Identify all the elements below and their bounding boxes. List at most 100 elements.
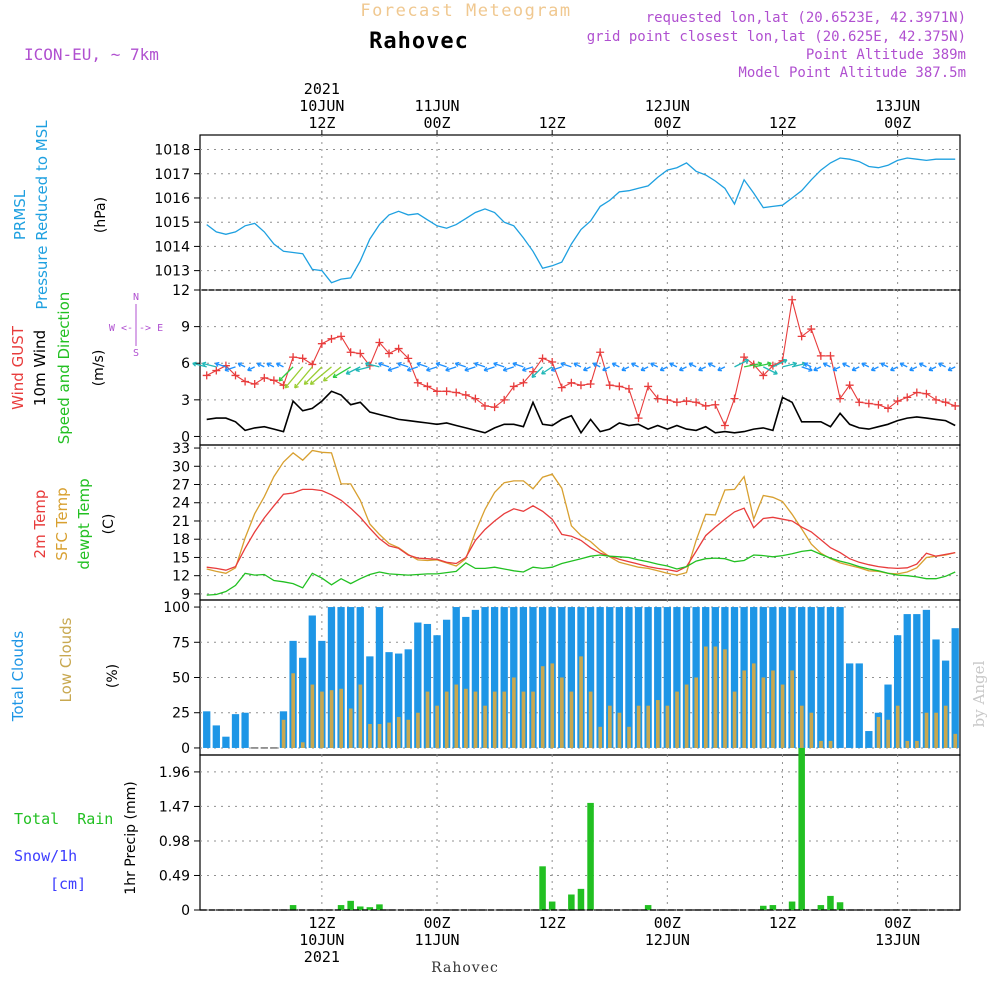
gust-point (567, 378, 576, 387)
low-cloud-bar (675, 691, 679, 748)
gust-point (692, 398, 701, 407)
gust-point (471, 394, 480, 403)
wind-arrow-shaft (224, 366, 236, 372)
wind-arrow-head (474, 361, 479, 367)
wind-arrow-shaft (861, 362, 870, 368)
wind-arrow-shaft (772, 359, 788, 368)
low-cloud-bar (742, 670, 747, 748)
total-cloud-bar (366, 656, 374, 748)
gust-point (260, 373, 269, 382)
wind-arrow-shaft (803, 362, 812, 368)
low-cloud-bar (473, 691, 478, 748)
wind10-label: 10m Wind (31, 330, 49, 406)
wind-gust-label: Wind GUST (9, 325, 27, 410)
gust-point (893, 397, 902, 406)
wind-arrow-shaft (355, 366, 371, 372)
low-cloud-bar (771, 670, 775, 748)
low-cloud-bar (723, 649, 727, 748)
bottom-time-label: 2021 (304, 948, 340, 966)
total-cloud-bar (423, 623, 432, 748)
wind-arrow-shaft (909, 366, 918, 371)
ytick-label: 33 (172, 441, 190, 457)
dewpt-line (206, 549, 956, 596)
wind-arrow-shaft (493, 362, 505, 368)
wind-arrow-head (483, 366, 489, 372)
wind-arrow-head (309, 380, 315, 386)
total-cloud-bar (337, 607, 345, 748)
wind-arrow-head (364, 361, 370, 367)
gust-point (672, 398, 681, 407)
total-cloud-bar (347, 607, 355, 748)
wind-arrow-shaft (832, 366, 841, 371)
top-time-label: 00Z (423, 114, 450, 132)
wind-arrow-head (278, 376, 284, 382)
t2m-label: 2m Temp (31, 490, 49, 559)
wind-arrow-head (611, 362, 617, 368)
wind-arrow-shaft (621, 366, 630, 371)
gust-point (509, 382, 518, 391)
low-cloud-bar (895, 705, 900, 748)
total-cloud-bar (231, 714, 240, 748)
wind-arrow-shaft (688, 362, 697, 368)
wind-arrow-shaft (919, 362, 927, 368)
snow-label: Snow/1h (14, 847, 77, 865)
wind-arrow-head (284, 383, 290, 389)
rain-bar (788, 901, 796, 910)
wind-arrow-shaft (871, 366, 879, 371)
gust-point (557, 383, 566, 392)
gust-point (663, 395, 672, 404)
wind-arrow-shaft (215, 362, 227, 368)
low-cloud-bar (435, 705, 439, 748)
wind-arrow-shaft (947, 366, 956, 371)
wind-arrow-head (782, 358, 788, 364)
bottom-time-label: 12Z (539, 914, 566, 932)
low-cloud-bar (915, 740, 919, 748)
low-cloud-bar (876, 716, 881, 748)
ytick-label: 18 (172, 532, 190, 548)
rain-bar (827, 895, 834, 910)
low-cloud-bar (444, 691, 449, 748)
ytick-label: 15 (172, 550, 190, 566)
gust-point (596, 348, 605, 357)
wind-arrow-head (378, 361, 383, 367)
rain-bar (366, 907, 374, 910)
total-cloud-bar (299, 657, 307, 748)
total-cloud-bar (471, 609, 480, 748)
wind-arrow-head (832, 366, 838, 372)
total-cloud-bar (654, 607, 662, 748)
wind-arrow-head (870, 366, 876, 372)
wind-arrow-shaft (551, 366, 562, 372)
gust-point (327, 334, 336, 343)
wind-arrow-shaft (266, 362, 275, 368)
total-cloud-bar (327, 607, 336, 748)
low-cloud-bar (684, 684, 689, 748)
wind-arrow-shaft (541, 366, 553, 375)
wind-arrow-head (322, 376, 328, 382)
wind-arrow-shaft (278, 366, 294, 382)
wind-arrow-shaft (899, 362, 908, 368)
top-time-label: 11JUN (414, 97, 459, 115)
cloud-bars (203, 607, 959, 749)
wind-arrow-head (707, 362, 713, 368)
wind-arrow-head (650, 362, 655, 368)
wind-arrow-shaft (791, 362, 807, 368)
total-cloud-bar (855, 663, 863, 748)
wind-arrow-head (201, 361, 207, 367)
wind-arrow-head (803, 362, 809, 368)
gust-point (413, 378, 422, 387)
wind-speed-dir-label: Speed and Direction (55, 292, 73, 445)
prmsl-label: PRMSL (11, 189, 29, 240)
gust-point (576, 381, 585, 390)
gust-point (903, 393, 912, 402)
wind-arrow-head (214, 361, 220, 367)
model-altitude: Model Point Altitude 387.5m (738, 65, 966, 81)
rain-bar (548, 901, 556, 910)
rain-bar (289, 905, 297, 910)
low-cloud-bar (608, 705, 612, 748)
total-cloud-bar (932, 639, 940, 748)
total-cloud-bar (644, 607, 652, 748)
series-lines (202, 157, 960, 596)
total-cloud-bar (634, 607, 643, 748)
total-cloud-bar (308, 615, 316, 748)
bottom-time-label: 00Z (654, 914, 681, 932)
